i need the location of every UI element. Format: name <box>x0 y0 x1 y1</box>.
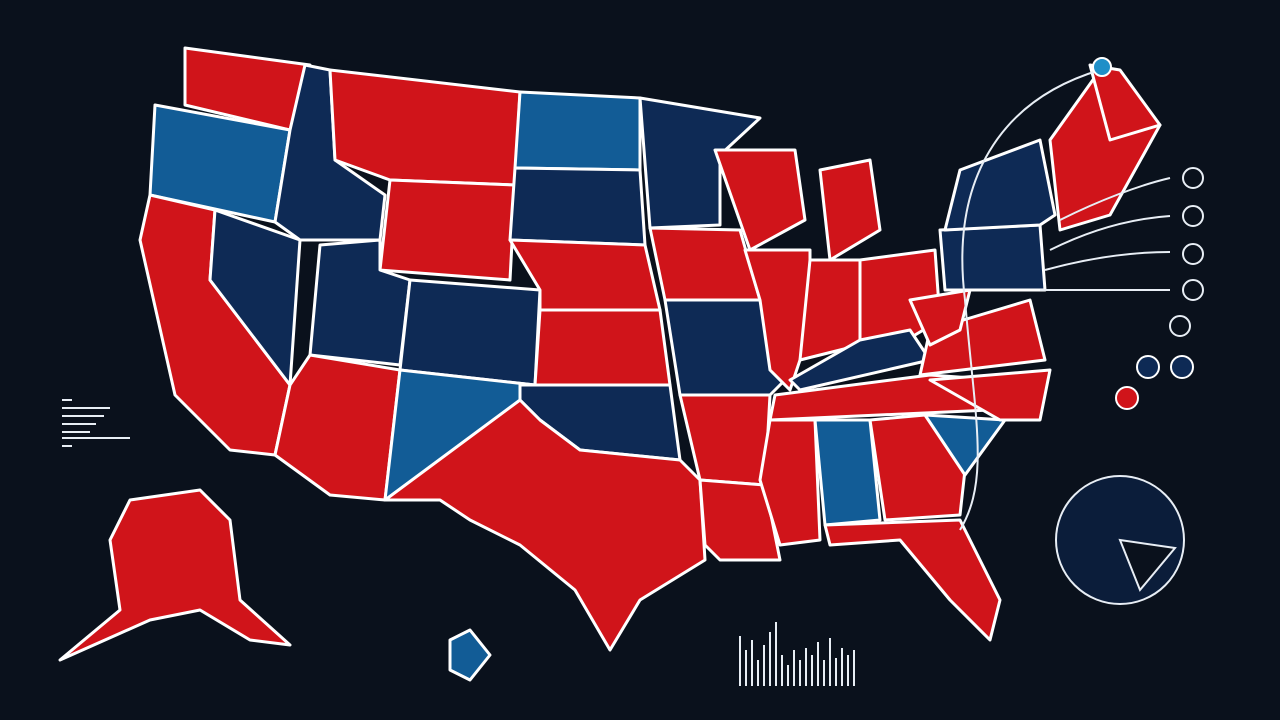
region <box>698 478 782 562</box>
region <box>383 398 707 652</box>
connector <box>1059 177 1171 221</box>
region <box>378 178 517 282</box>
sparkbars <box>739 622 855 686</box>
region <box>918 298 1047 377</box>
connector <box>1049 215 1171 251</box>
connector <box>1044 251 1171 271</box>
region <box>638 96 762 230</box>
region <box>818 158 882 262</box>
region <box>743 248 812 392</box>
region <box>928 368 1052 422</box>
region <box>813 418 882 527</box>
region <box>648 226 762 302</box>
decorations <box>62 69 1204 605</box>
icon <box>1182 243 1204 265</box>
connector <box>959 69 1101 531</box>
icon <box>1182 205 1204 227</box>
region <box>943 138 1057 232</box>
region <box>533 308 672 387</box>
dot <box>1115 386 1139 410</box>
region <box>398 278 542 387</box>
pie-slice <box>1118 538 1177 592</box>
region <box>513 90 642 172</box>
region <box>908 288 972 347</box>
region <box>923 413 1007 477</box>
region <box>58 488 292 662</box>
dot <box>1136 355 1160 379</box>
region <box>713 148 807 252</box>
marker <box>1092 57 1112 77</box>
region <box>823 518 1002 642</box>
dot <box>1170 355 1194 379</box>
region <box>448 628 492 682</box>
states <box>58 46 1162 682</box>
icon <box>1182 279 1204 301</box>
region <box>758 418 822 547</box>
icon <box>1169 315 1191 337</box>
region <box>938 223 1047 292</box>
region <box>508 166 647 247</box>
icon <box>1182 167 1204 189</box>
region <box>328 68 522 187</box>
region <box>663 298 787 397</box>
region <box>788 328 932 392</box>
